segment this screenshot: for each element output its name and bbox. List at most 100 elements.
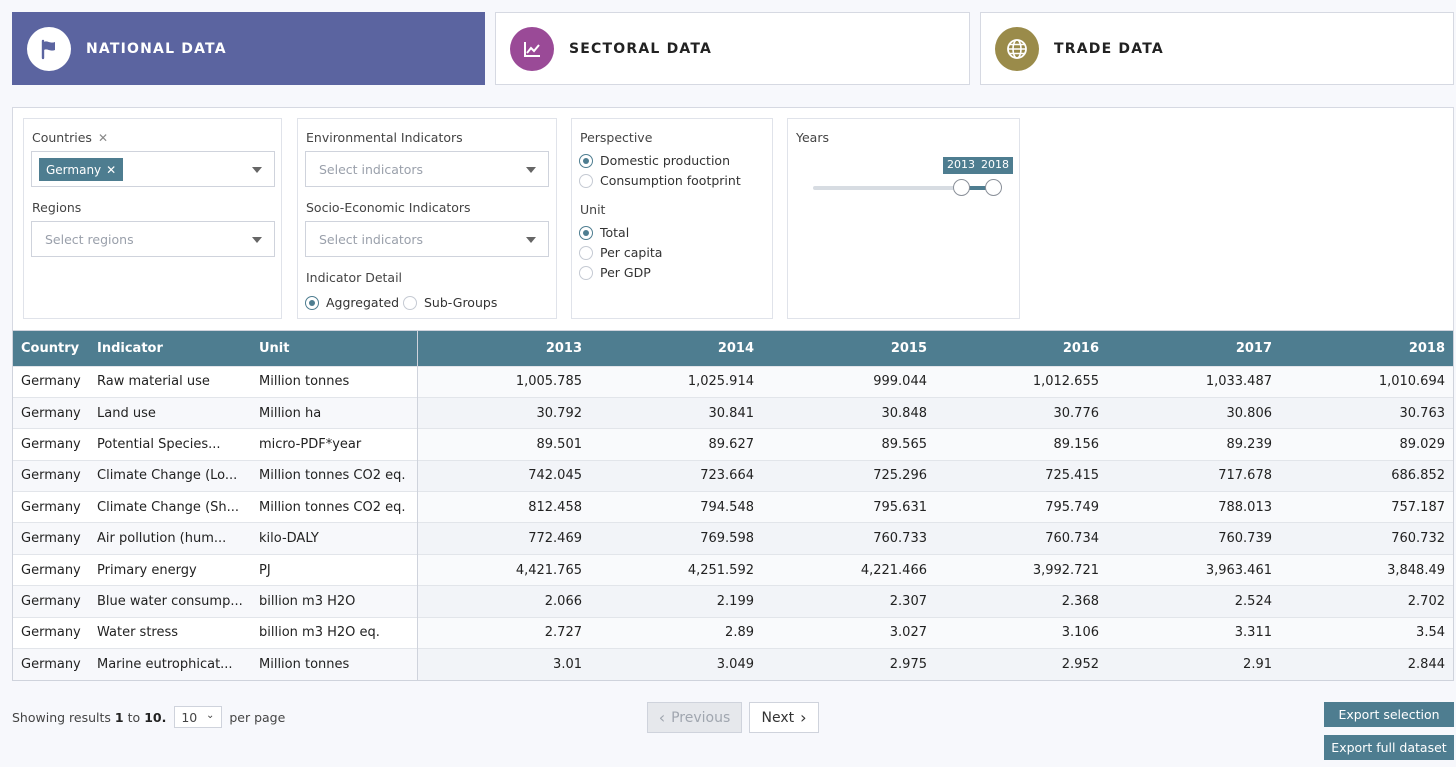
env-indicators-placeholder: Select indicators xyxy=(319,162,424,177)
cell-value: 725.296 xyxy=(762,459,935,492)
radio-aggregated[interactable]: Aggregated xyxy=(305,295,399,310)
slider-handle-from[interactable] xyxy=(953,179,970,196)
radio-selected-icon xyxy=(305,295,319,310)
flag-icon xyxy=(27,26,71,71)
socio-indicators-select[interactable]: Select indicators xyxy=(305,221,549,257)
column-header[interactable]: 2013 xyxy=(417,331,590,366)
chevron-down-icon: ⌄ xyxy=(205,710,215,721)
radio-consumption-footprint[interactable]: Consumption footprint xyxy=(579,173,741,188)
cell-unit: kilo-DALY xyxy=(251,522,418,555)
table-row: Germany Blue water consump... billion m3 H… xyxy=(13,585,1453,618)
radio-per-capita[interactable]: Per capita xyxy=(579,245,662,260)
radio-empty-icon xyxy=(579,245,593,260)
cell-value: 1,005.785 xyxy=(417,365,590,398)
cell-value: 769.598 xyxy=(590,522,762,555)
per-page-select[interactable]: 10 ⌄ xyxy=(174,706,223,728)
column-header[interactable]: 2017 xyxy=(1107,331,1280,366)
cell-value: 3.311 xyxy=(1107,616,1280,649)
cell-value: 2.952 xyxy=(935,648,1107,680)
cell-value: 4,251.592 xyxy=(590,553,762,586)
previous-button[interactable]: ‹ Previous xyxy=(647,702,742,733)
cell-indicator: Potential Species... xyxy=(89,428,251,461)
cell-value: 757.187 xyxy=(1280,491,1453,523)
cell-value: 795.631 xyxy=(762,491,935,523)
cell-value: 794.548 xyxy=(590,491,762,523)
chevron-right-icon: › xyxy=(800,708,807,727)
column-header[interactable]: Indicator xyxy=(89,331,251,366)
location-filter-box xyxy=(23,118,282,319)
column-header[interactable]: Unit xyxy=(251,331,418,366)
cell-value: 2.307 xyxy=(762,585,935,618)
cell-value: 772.469 xyxy=(417,522,590,555)
tab-national-data[interactable]: NATIONAL DATA xyxy=(12,12,485,85)
country-chip: Germany ✕ xyxy=(39,158,124,181)
years-label: Years xyxy=(796,130,829,145)
cell-value: 999.044 xyxy=(762,365,935,398)
cell-country: Germany xyxy=(13,396,89,429)
column-header[interactable]: 2014 xyxy=(590,331,762,366)
cell-value: 3.54 xyxy=(1280,616,1453,649)
clear-countries-icon[interactable]: ✕ xyxy=(97,131,108,145)
unit-label: Unit xyxy=(580,202,606,217)
socio-indicators-label: Socio-Economic Indicators xyxy=(306,200,471,215)
env-indicators-select[interactable]: Select indicators xyxy=(305,151,549,187)
regions-select[interactable]: Select regions xyxy=(31,221,275,257)
cell-value: 760.732 xyxy=(1280,522,1453,555)
globe-icon xyxy=(995,26,1039,71)
table-row: Germany Water stress billion m3 H2O eq. 2.7… xyxy=(13,616,1453,649)
column-header[interactable]: Country xyxy=(13,331,89,366)
data-table: Country Indicator Unit 2013 2014 2015 20… xyxy=(12,330,1454,681)
cell-value: 3.01 xyxy=(417,648,590,680)
next-button[interactable]: Next › xyxy=(749,702,819,733)
perspective-filter-box xyxy=(571,118,773,319)
chevron-down-icon xyxy=(252,237,262,243)
tab-trade-data[interactable]: TRADE DATA xyxy=(980,12,1454,85)
tab-label: TRADE DATA xyxy=(1054,40,1164,57)
radio-per-gdp[interactable]: Per GDP xyxy=(579,265,651,280)
countries-select[interactable]: Germany ✕ xyxy=(31,151,275,187)
export-selection-button[interactable]: Export selection xyxy=(1324,702,1454,727)
radio-empty-icon xyxy=(403,295,417,310)
cell-value: 686.852 xyxy=(1280,459,1453,492)
regions-placeholder: Select regions xyxy=(45,232,134,247)
perspective-label: Perspective xyxy=(580,130,653,145)
cell-value: 2.727 xyxy=(417,616,590,649)
years-slider-track[interactable] xyxy=(813,186,993,190)
cell-country: Germany xyxy=(13,585,89,618)
cell-value: 2.199 xyxy=(590,585,762,618)
column-header[interactable]: 2018 xyxy=(1280,331,1453,366)
cell-value: 3.106 xyxy=(935,616,1107,649)
radio-sub-groups[interactable]: Sub-Groups xyxy=(403,295,497,310)
export-full-dataset-button[interactable]: Export full dataset xyxy=(1324,735,1454,760)
cell-value: 89.501 xyxy=(417,428,590,461)
cell-value: 2.702 xyxy=(1280,585,1453,618)
chevron-left-icon: ‹ xyxy=(658,708,666,727)
cell-value: 89.627 xyxy=(590,428,762,461)
tab-label: NATIONAL DATA xyxy=(86,40,227,57)
chevron-down-icon xyxy=(252,167,262,173)
column-header[interactable]: 2015 xyxy=(762,331,935,366)
regions-label: Regions xyxy=(32,200,82,215)
cell-value: 2.975 xyxy=(762,648,935,680)
cell-unit: Million tonnes CO2 eq. xyxy=(251,491,418,523)
table-row: Germany Marine eutrophicat... Million tonn… xyxy=(13,648,1453,680)
tab-sectoral-data[interactable]: SECTORAL DATA xyxy=(495,12,970,85)
cell-value: 788.013 xyxy=(1107,491,1280,523)
cell-country: Germany xyxy=(13,459,89,492)
cell-value: 3.027 xyxy=(762,616,935,649)
remove-chip-icon[interactable]: ✕ xyxy=(106,162,117,177)
countries-label: Countries ✕ xyxy=(32,130,108,145)
cell-country: Germany xyxy=(13,365,89,398)
cell-unit: billion m3 H2O xyxy=(251,585,418,618)
cell-value: 89.156 xyxy=(935,428,1107,461)
cell-value: 1,033.487 xyxy=(1107,365,1280,398)
radio-domestic-production[interactable]: Domestic production xyxy=(579,153,730,168)
column-header[interactable]: 2016 xyxy=(935,331,1107,366)
radio-total[interactable]: Total xyxy=(579,225,629,240)
cell-unit: Million ha xyxy=(251,396,418,429)
cell-indicator: Marine eutrophicat... xyxy=(89,648,251,680)
cell-unit: Million tonnes xyxy=(251,648,418,680)
slider-handle-to[interactable] xyxy=(985,179,1002,196)
cell-country: Germany xyxy=(13,648,89,680)
cell-unit: Million tonnes CO2 eq. xyxy=(251,459,418,492)
